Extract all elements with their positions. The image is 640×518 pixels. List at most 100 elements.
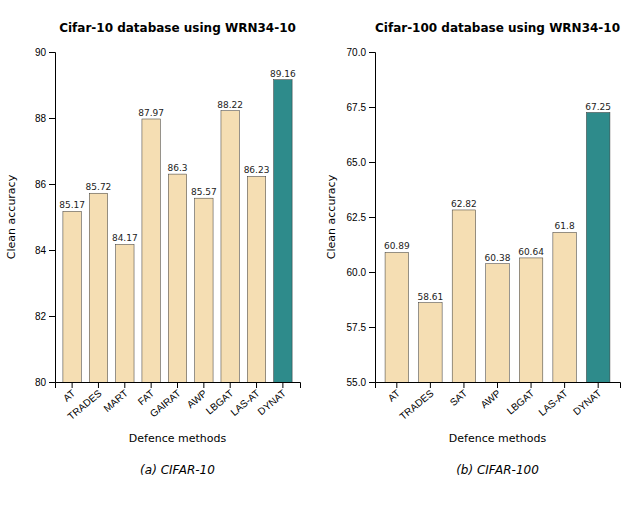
tick: DYNAT (571, 382, 603, 417)
tick-mark (369, 107, 375, 108)
tick-label: 57.5 (347, 322, 367, 333)
tick-mark (151, 382, 152, 388)
tick-label: 82 (35, 311, 47, 322)
caption: (b) CIFAR-100 (456, 463, 539, 477)
tick-label: AT (386, 388, 402, 404)
figure: 85.1785.7284.1787.9786.385.5788.2286.238… (0, 0, 640, 518)
tick: LAS-AT (228, 382, 261, 418)
data-labels: 85.1785.7284.1787.9786.385.5788.2286.238… (59, 69, 296, 244)
tick-label: DYNAT (256, 388, 288, 418)
bars (63, 80, 292, 382)
data-label: 85.57 (191, 187, 217, 197)
y-axis: 80 82 84 86 88 90 (35, 47, 56, 388)
tick-mark (396, 382, 397, 388)
axis-line (49, 53, 56, 383)
axis-line (376, 383, 621, 389)
tick-mark (463, 382, 464, 388)
data-label: 61.8 (555, 221, 575, 231)
tick-label: TRADES (65, 387, 103, 422)
tick-label: 90 (35, 47, 47, 58)
bar (274, 80, 292, 382)
bars (385, 113, 610, 383)
data-label: 87.97 (138, 108, 164, 118)
y-axis-title: Clean accuracy (5, 174, 18, 259)
panel: 60.8958.6162.8260.3860.6461.867.25ATTRAD… (325, 21, 621, 518)
tick: 90 (35, 47, 55, 58)
tick-mark (256, 382, 257, 388)
tick: AWP (478, 382, 502, 410)
title: Cifar-100 database using WRN34-10 (375, 21, 620, 35)
data-labels: 60.8958.6162.8260.3860.6461.867.25 (384, 102, 611, 302)
data-label: 85.72 (86, 182, 112, 192)
tick: 67.5 (347, 102, 375, 113)
data-label: 67.25 (585, 102, 611, 112)
tick-label: MART (101, 388, 130, 415)
panel: 85.1785.7284.1787.9786.385.5788.2286.238… (5, 21, 301, 518)
tick-mark (177, 382, 178, 388)
tick-label: 55.0 (347, 377, 367, 388)
tick-mark (49, 316, 55, 317)
tick: 70.0 (347, 47, 375, 58)
tick: SAT (448, 382, 469, 408)
bar (452, 210, 475, 382)
tick: 84 (35, 245, 55, 256)
tick-mark (369, 327, 375, 328)
axis-line (369, 53, 376, 383)
tick-mark (98, 382, 99, 388)
tick-label: 80 (35, 377, 47, 388)
tick: 62.5 (347, 212, 375, 223)
tick-mark (49, 52, 55, 53)
tick: LAS-AT (536, 382, 569, 418)
x-axis: ATTRADESMARTFATGAIRATAWPLBGATLAS-ATDYNAT (56, 382, 301, 422)
tick: GAIRAT (148, 382, 183, 419)
x-axis: ATTRADES SAT AWPLBGATLAS-ATDYNAT (376, 382, 621, 422)
tick: 88 (35, 113, 55, 124)
tick-label: GAIRAT (148, 388, 183, 420)
tick-label: AT (61, 388, 77, 404)
title: Cifar-10 database using WRN34-10 (59, 21, 296, 35)
bar (385, 252, 408, 382)
tick-mark (49, 382, 55, 383)
data-label: 86.3 (167, 163, 187, 173)
bar (63, 211, 81, 382)
bar (168, 174, 186, 382)
data-label: 58.61 (417, 292, 443, 302)
data-label: 60.38 (485, 253, 511, 263)
tick-label: 67.5 (347, 102, 367, 113)
tick: 65.0 (347, 157, 375, 168)
bar (142, 119, 160, 382)
tick-mark (369, 217, 375, 218)
tick-label: LAS-AT (536, 388, 569, 418)
tick: TRADES (397, 382, 435, 422)
tick: LBGAT (505, 382, 537, 417)
bar (89, 193, 107, 382)
tick-label: 70.0 (347, 47, 367, 58)
tick-label: 86 (35, 179, 47, 190)
data-label: 62.82 (451, 199, 477, 209)
tick-label: 62.5 (347, 212, 367, 223)
tick-mark (369, 52, 375, 53)
bar (553, 232, 576, 382)
x-axis-title: Defence methods (129, 432, 227, 445)
tick-label: 84 (35, 245, 47, 256)
tick-mark (369, 382, 375, 383)
data-label: 86.23 (244, 165, 270, 175)
bar (195, 198, 213, 382)
tick-label: 65.0 (347, 157, 367, 168)
tick-label: 60.0 (347, 267, 367, 278)
tick: 57.5 (347, 322, 375, 333)
y-axis: 55.0 57.5 60.0 62.5 65.0 67.5 70.0 (347, 47, 376, 388)
bar (519, 258, 542, 382)
data-label: 60.89 (384, 241, 410, 251)
bar (586, 113, 609, 383)
tick: TRADES (65, 382, 103, 422)
tick-label: TRADES (397, 387, 435, 422)
tick-label: DYNAT (571, 388, 603, 418)
tick-mark (72, 382, 73, 388)
y-axis-title: Clean accuracy (325, 174, 338, 259)
tick-mark (49, 184, 55, 185)
tick-label: 88 (35, 113, 47, 124)
tick: AT (386, 382, 402, 404)
tick-mark (369, 162, 375, 163)
tick-mark (369, 272, 375, 273)
